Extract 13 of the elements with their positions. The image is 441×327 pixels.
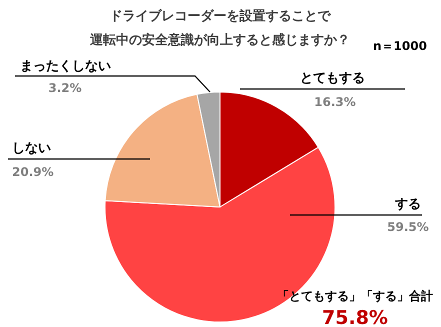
slice-label: する xyxy=(394,197,421,212)
data-label: 59.5% xyxy=(387,220,429,234)
data-label: 3.2% xyxy=(48,81,82,95)
text: 75.8% xyxy=(322,307,388,327)
slice-label: まったくしない xyxy=(20,59,111,74)
data-label: 20.9% xyxy=(12,165,54,179)
data-label: 16.3% xyxy=(314,95,356,109)
chart-title: ドライブレコーダーを設置することで xyxy=(110,8,332,24)
text: 「とてもする」「する」合計 xyxy=(277,289,433,303)
slice-label: しない xyxy=(12,141,51,156)
slice-label: とてもする xyxy=(300,71,365,86)
chart-subtitle: 運転中の安全意識が向上すると感じますか？ xyxy=(89,32,350,48)
text: n＝1000 xyxy=(373,39,427,53)
